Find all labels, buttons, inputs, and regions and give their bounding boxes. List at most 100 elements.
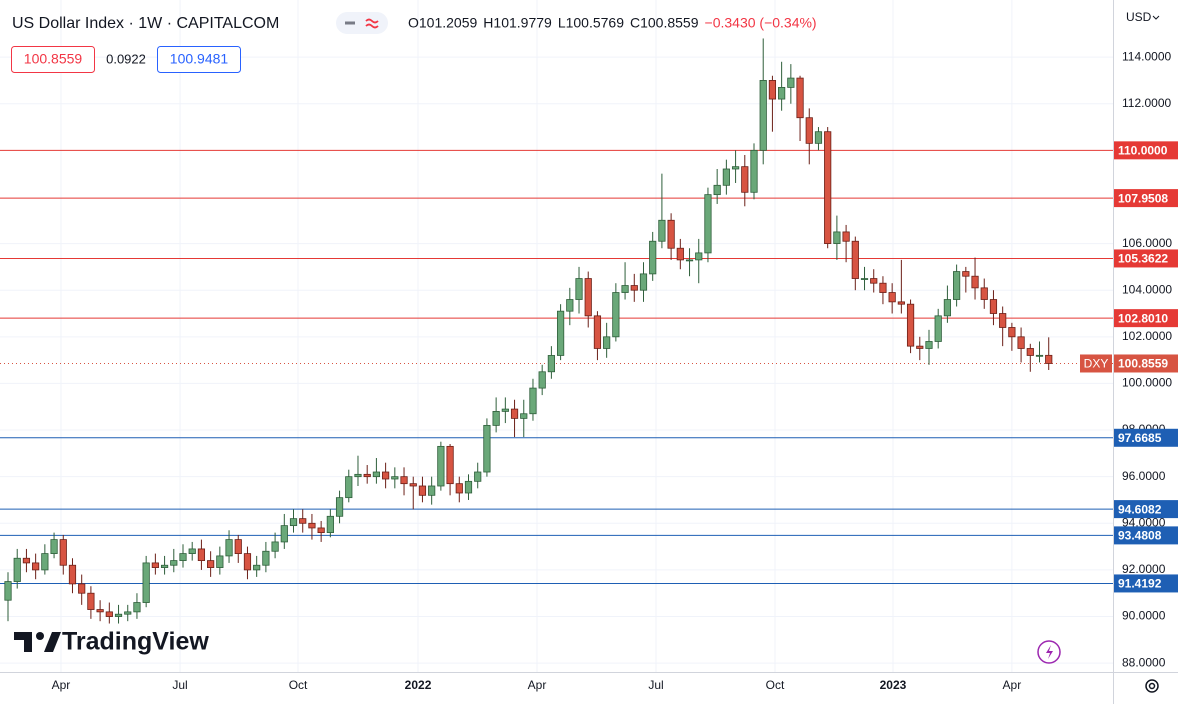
candle-body xyxy=(308,522,316,529)
candle-body xyxy=(916,345,924,349)
candle-body xyxy=(428,485,436,496)
candle-body xyxy=(345,476,353,499)
y-tick-label: 88.0000 xyxy=(1122,655,1166,669)
x-tick-label: Oct xyxy=(766,678,785,692)
level-label-box xyxy=(1114,309,1178,328)
level-label-box xyxy=(1114,189,1178,208)
candle-body xyxy=(879,282,887,293)
level-label: 110.0000 xyxy=(1118,144,1168,158)
x-tick-label: Apr xyxy=(528,678,547,692)
candle-body xyxy=(603,336,611,349)
candle-body xyxy=(768,80,777,100)
x-tick-label: 2022 xyxy=(405,678,432,692)
candle-body xyxy=(68,564,77,585)
currency[interactable]: USD xyxy=(1126,10,1152,24)
candle-body xyxy=(778,87,786,100)
candle-body xyxy=(787,77,795,88)
candle-body xyxy=(805,117,813,144)
candle-body xyxy=(133,602,141,613)
candle-body xyxy=(96,609,104,613)
icon xyxy=(1046,645,1053,659)
y-tick-label: 114.0000 xyxy=(1122,49,1171,63)
candle-body xyxy=(437,445,445,487)
candle-body xyxy=(575,278,583,300)
candle-body xyxy=(372,471,381,478)
chart-title: US Dollar Index · 1W · CAPITALCOM xyxy=(12,15,279,32)
y-tick-label: 96.0000 xyxy=(1122,469,1166,483)
candle-body xyxy=(630,285,638,291)
candle-body xyxy=(151,562,159,568)
ohlc-value: L100.5769 xyxy=(558,15,624,31)
level-label: 93.4808 xyxy=(1118,529,1162,543)
ohlc-value: O101.2059 xyxy=(408,15,477,31)
candle-body xyxy=(418,485,427,496)
candle-body xyxy=(566,299,574,312)
candle-body xyxy=(667,219,675,249)
level-label: 91.4192 xyxy=(1118,577,1162,591)
icon[interactable] xyxy=(1037,640,1061,664)
candle-body xyxy=(741,166,749,193)
candle-body xyxy=(317,527,325,534)
candle-body xyxy=(953,271,961,300)
candle-body xyxy=(179,553,187,561)
candle-body xyxy=(400,476,408,485)
ohlc-value: H101.9779 xyxy=(483,15,552,31)
candle-body xyxy=(59,539,67,566)
candle-body xyxy=(114,613,123,617)
bid-box[interactable] xyxy=(11,46,95,73)
candle-body xyxy=(510,408,519,419)
y-tick-label: 106.0000 xyxy=(1122,236,1172,250)
candle-body xyxy=(262,550,270,566)
candle-body xyxy=(621,285,629,293)
candle-body xyxy=(731,166,740,170)
candle-body xyxy=(225,539,233,557)
y-tick-label: 112.0000 xyxy=(1122,96,1171,110)
candle-body xyxy=(695,252,703,261)
candle-body xyxy=(483,424,491,473)
candle-body xyxy=(649,240,657,275)
candle-body xyxy=(391,476,399,480)
level-label-box xyxy=(1114,428,1178,447)
candle-body xyxy=(464,480,473,494)
candle-body xyxy=(814,131,823,144)
bid: 100.8559 xyxy=(24,51,83,67)
candle-body xyxy=(833,231,841,244)
candle-body xyxy=(722,168,730,186)
candle-body xyxy=(105,611,113,617)
level-label-box xyxy=(1114,526,1178,545)
indicator-pill[interactable] xyxy=(336,12,388,34)
candle-body xyxy=(750,149,758,193)
candle-body xyxy=(335,497,344,517)
candle-body xyxy=(4,581,12,601)
candle-body xyxy=(142,562,150,603)
plot xyxy=(0,0,1113,672)
ask-box[interactable] xyxy=(157,46,241,73)
candle-body xyxy=(446,445,454,485)
candle-body xyxy=(1008,327,1016,338)
candle-body xyxy=(676,247,684,261)
y-tick-label: 104.0000 xyxy=(1122,282,1172,296)
settings-icon[interactable] xyxy=(1145,679,1159,693)
x-tick-label: Jul xyxy=(172,678,187,692)
candle-body xyxy=(87,592,95,610)
candle-body xyxy=(713,184,721,196)
candle-body xyxy=(1026,348,1034,356)
candle-body xyxy=(32,562,40,571)
logo: TradingView xyxy=(62,628,209,656)
candle-body xyxy=(501,408,509,412)
candle-body xyxy=(658,219,666,242)
icon xyxy=(365,18,379,29)
candle-body xyxy=(704,194,712,254)
candle-body xyxy=(824,131,832,244)
candle-body xyxy=(253,564,261,571)
x-tick-label: 2023 xyxy=(880,678,907,692)
candle-body xyxy=(593,315,602,349)
candle-body xyxy=(980,287,988,300)
candle-body xyxy=(520,413,528,419)
x-tick-label: Apr xyxy=(52,678,71,692)
candle-body xyxy=(216,555,224,568)
candle-body xyxy=(538,371,546,389)
candle-body xyxy=(989,299,998,314)
